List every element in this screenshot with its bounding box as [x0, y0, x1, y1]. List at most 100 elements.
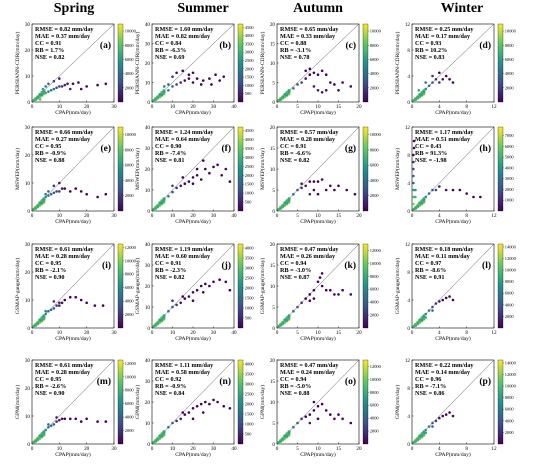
- data-point: [333, 188, 336, 192]
- data-point: [171, 421, 174, 425]
- data-point-dense: [36, 95, 40, 99]
- one-to-one-line: [276, 126, 360, 212]
- data-point: [320, 284, 324, 288]
- colorbar-tick-label: 6000: [125, 163, 135, 168]
- data-point: [324, 409, 328, 412]
- data-point: [427, 84, 431, 88]
- y-axis-label: GSMAP-gauge(mm/day): [14, 258, 21, 315]
- y-tick-label: 10: [25, 414, 31, 420]
- data-point: [183, 297, 187, 300]
- panel-i: 0 10 20 30 0 10 20 30 CPAP(mm/day) GSMAP-gauge(mm…: [14, 242, 137, 342]
- colorbar-tick-label: 12000: [125, 245, 137, 250]
- data-point-dense: [285, 434, 289, 438]
- stat-line: RB = -7.4%: [155, 150, 186, 157]
- data-point: [427, 425, 431, 428]
- y-axis-label: MSWEP(mm/day): [394, 148, 401, 190]
- season-header-winter: Winter: [441, 1, 484, 16]
- one-to-one-line: [276, 359, 360, 445]
- x-tick-label: 30: [111, 446, 117, 452]
- y-tick-label: 0: [407, 442, 410, 448]
- data-point: [208, 171, 211, 175]
- stat-line: MAE = 0.14 mm/day: [415, 369, 471, 376]
- colorbar-tick-label: 10000: [125, 374, 137, 379]
- y-axis-label: GPM(mm/day): [394, 385, 401, 419]
- stat-line: NSE = 0.83: [415, 54, 444, 61]
- data-point: [441, 298, 445, 302]
- colorbar-tick-label: 500: [245, 91, 252, 96]
- data-point: [179, 417, 182, 421]
- data-point: [191, 407, 195, 410]
- data-point: [204, 282, 207, 286]
- data-point: [216, 400, 219, 404]
- data-point: [201, 291, 205, 294]
- y-tick-label: 12: [405, 22, 411, 28]
- colorbar-tick-label: 6000: [505, 407, 515, 412]
- y-tick-label: 8: [407, 386, 410, 392]
- data-point: [329, 288, 332, 292]
- colorbar: [117, 126, 124, 212]
- stat-line: RB = -0.9%: [155, 383, 186, 390]
- data-point: [199, 284, 203, 288]
- data-point: [479, 195, 482, 199]
- colorbar-tick-label: 6000: [370, 287, 380, 292]
- stat-line: RMSE = 0.82 mm/day: [35, 26, 94, 33]
- colorbar: [362, 126, 369, 212]
- colorbar-tick-label: 4000: [505, 71, 515, 76]
- colorbar-tick-label: 4000: [505, 165, 515, 170]
- data-point: [324, 73, 328, 76]
- stat-line: RMSE = 0.22 mm/day: [415, 362, 474, 369]
- colorbar-tick-label: 2000: [245, 286, 255, 291]
- data-point: [104, 82, 108, 86]
- colorbar-tick-label: 500: [245, 200, 252, 205]
- y-tick-label: 12: [405, 125, 411, 131]
- data-point: [353, 192, 357, 196]
- data-point-dense: [34, 439, 38, 443]
- x-tick-label: 0: [411, 104, 414, 110]
- data-point: [438, 71, 441, 75]
- data-point: [431, 309, 434, 312]
- data-point: [195, 77, 199, 80]
- data-point: [167, 89, 170, 92]
- colorbar-tick-label: 500: [245, 316, 252, 321]
- data-point: [47, 90, 50, 93]
- data-point: [47, 190, 50, 193]
- data-point-dense: [287, 198, 291, 202]
- colorbar: [497, 126, 504, 212]
- y-axis-label: MSWEP(mm/day): [259, 148, 266, 190]
- x-tick-label: 10: [57, 104, 63, 110]
- x-tick-label: 20: [356, 213, 362, 219]
- data-point: [349, 293, 353, 296]
- data-point-dense: [422, 315, 426, 319]
- data-point: [79, 420, 83, 423]
- y-tick-label: 4: [407, 298, 410, 304]
- x-tick-label: 20: [190, 213, 196, 219]
- data-point: [208, 402, 211, 406]
- x-tick-label: 30: [211, 104, 217, 110]
- data-point-dense: [156, 437, 160, 441]
- y-tick-label: 30: [145, 146, 151, 152]
- x-tick-label: 40: [231, 213, 237, 219]
- stat-line: RB = -7.1%: [415, 383, 446, 390]
- y-axis-label: GSMAP-gauge(mm/day): [259, 258, 266, 315]
- x-tick-label: 4: [438, 213, 441, 219]
- data-point-dense: [40, 434, 44, 438]
- stat-line: MAE = 0.11 mm/day: [415, 253, 471, 260]
- y-tick-label: 30: [145, 263, 151, 269]
- y-tick-label: 5: [272, 80, 275, 86]
- y-axis-label: MSWEP(mm/day): [134, 148, 141, 190]
- data-point-dense: [281, 95, 285, 99]
- data-point: [74, 187, 78, 190]
- data-point-dense: [36, 204, 40, 208]
- plot-frame: [31, 243, 115, 329]
- x-tick-label: 0: [151, 213, 154, 219]
- x-tick-label: 10: [170, 446, 176, 452]
- data-point: [228, 288, 232, 292]
- data-point: [93, 304, 97, 307]
- colorbar-tick-label: 1000: [245, 306, 255, 311]
- data-point: [448, 295, 451, 298]
- stat-line: RMSE = 1.24 mm/day: [155, 129, 214, 136]
- data-point: [47, 194, 50, 197]
- data-point: [312, 288, 316, 292]
- data-point: [329, 413, 332, 416]
- data-point: [296, 305, 299, 309]
